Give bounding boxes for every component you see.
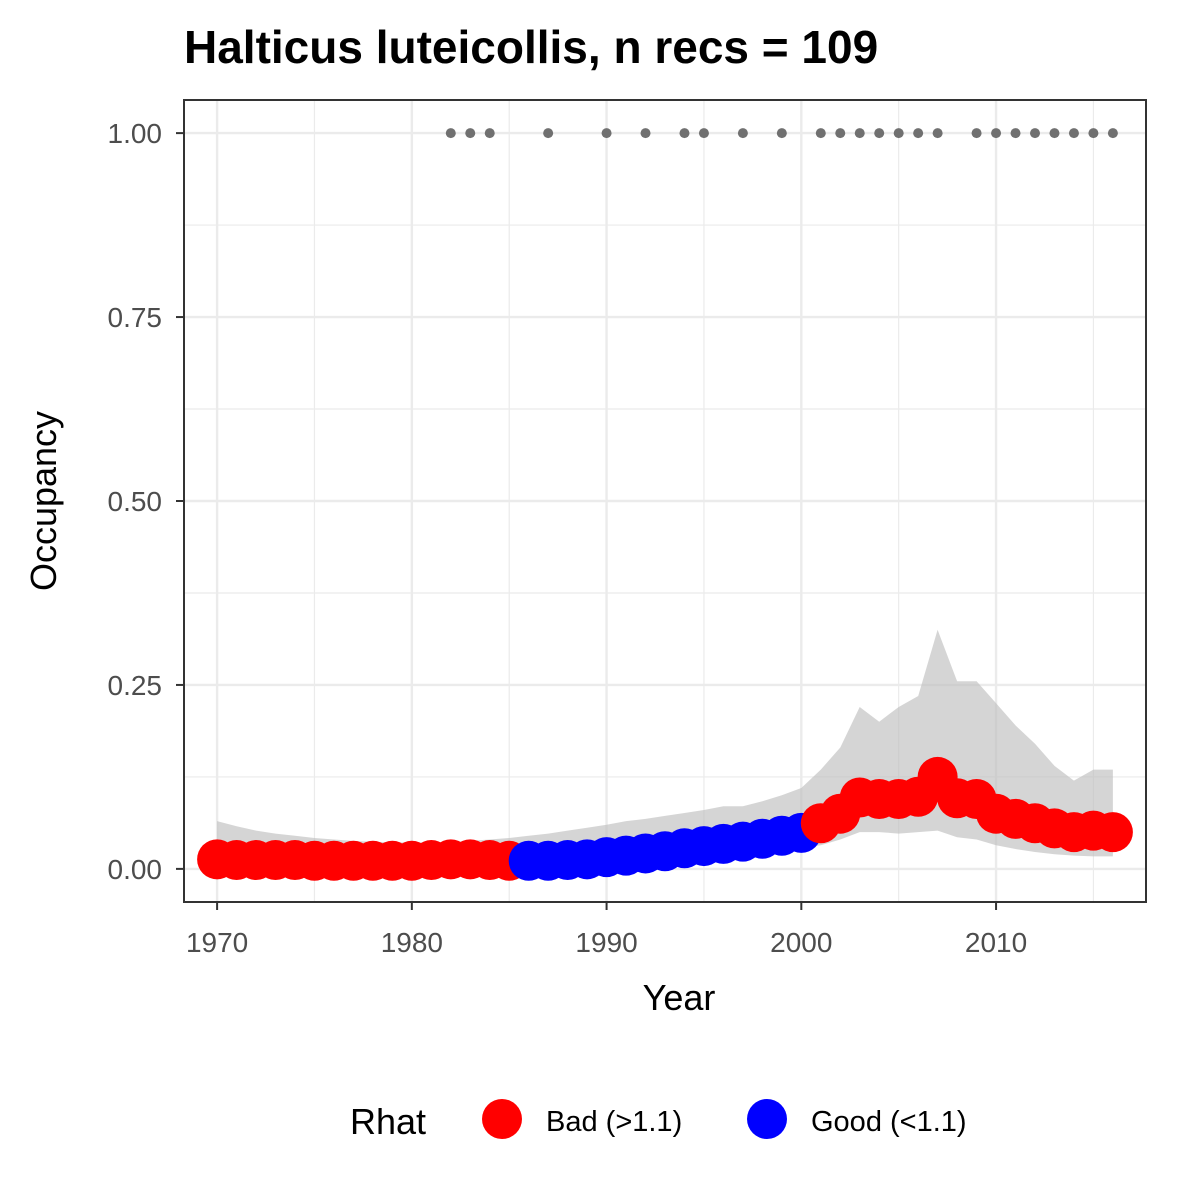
record-point-2006 [913, 128, 924, 139]
record-point-2004 [874, 128, 885, 139]
y-tick-label-4: 1.00 [108, 118, 163, 149]
legend-label-good: Good (<1.1) [811, 1106, 967, 1138]
record-points [445, 128, 1118, 139]
record-point-2007 [932, 128, 943, 139]
record-point-2015 [1088, 128, 1099, 139]
legend-title: Rhat [350, 1101, 426, 1142]
record-point-1990 [601, 128, 612, 139]
record-point-1994 [679, 128, 690, 139]
record-point-2016 [1107, 128, 1118, 139]
occupancy-points [197, 756, 1133, 881]
record-point-1999 [776, 128, 787, 139]
legend: Rhat Bad (>1.1) Good (<1.1) [350, 1099, 967, 1142]
record-point-1997 [737, 128, 748, 139]
x-tick-label-1: 1980 [381, 927, 443, 958]
record-point-2002 [835, 128, 846, 139]
legend-key-bad [482, 1099, 522, 1139]
y-tick-label-3: 0.75 [108, 302, 163, 333]
record-point-1983 [465, 128, 476, 139]
record-point-2013 [1049, 128, 1060, 139]
x-tick-label-2: 1990 [575, 927, 637, 958]
plot-panel [183, 99, 1147, 903]
record-point-1982 [445, 128, 456, 139]
x-tick-label-4: 2010 [965, 927, 1027, 958]
y-tick-label-0: 0.00 [108, 854, 163, 885]
occupancy-point-2016 [1092, 812, 1133, 853]
y-tick-label-1: 0.25 [108, 670, 163, 701]
record-point-1987 [543, 128, 554, 139]
record-point-2009 [971, 128, 982, 139]
record-point-2003 [854, 128, 865, 139]
record-point-1984 [484, 128, 495, 139]
y-axis-title: Occupancy [23, 411, 64, 591]
y-tick-label-2: 0.50 [108, 486, 163, 517]
x-axis-title: Year [643, 977, 716, 1018]
x-axis: 1970 1980 1990 2000 2010 [186, 902, 1027, 958]
x-tick-label-3: 2000 [770, 927, 832, 958]
record-point-1995 [698, 128, 709, 139]
record-point-2001 [815, 128, 826, 139]
record-point-2010 [991, 128, 1002, 139]
record-point-2005 [893, 128, 904, 139]
y-axis: 0.00 0.25 0.50 0.75 1.00 [108, 118, 184, 885]
record-point-2012 [1030, 128, 1040, 139]
chart-title: Halticus luteicollis, n recs = 109 [184, 21, 878, 73]
legend-key-good [747, 1099, 787, 1139]
record-point-2011 [1010, 128, 1021, 139]
record-point-1992 [640, 128, 651, 139]
record-point-2014 [1068, 128, 1079, 139]
x-tick-label-0: 1970 [186, 927, 248, 958]
legend-label-bad: Bad (>1.1) [546, 1106, 682, 1138]
